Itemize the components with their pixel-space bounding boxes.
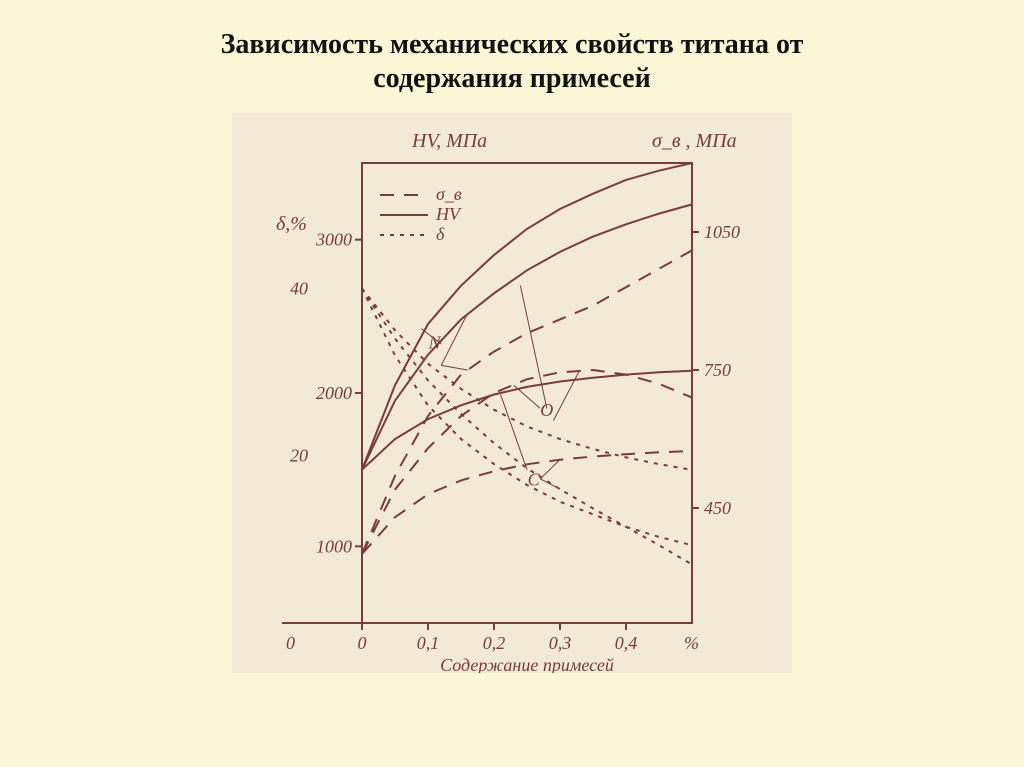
svg-text:0,2: 0,2	[483, 633, 506, 653]
series-sigma_C	[362, 451, 692, 554]
title-line1: Зависимость механических свойств титана …	[221, 29, 804, 60]
svg-text:%: %	[684, 633, 699, 653]
svg-text:σ_в: σ_в	[436, 184, 462, 204]
svg-text:750: 750	[704, 360, 731, 380]
svg-text:δ,%: δ,%	[276, 213, 307, 235]
svg-text:0: 0	[358, 633, 367, 653]
svg-text:0: 0	[286, 633, 295, 653]
series-sigma_N	[362, 251, 692, 555]
series-HV_C	[362, 371, 692, 470]
svg-text:2000: 2000	[316, 383, 352, 403]
svg-text:0,4: 0,4	[615, 633, 638, 653]
series-delta_N	[362, 289, 692, 546]
svg-text:20: 20	[290, 446, 308, 466]
series-sigma_O	[362, 370, 692, 554]
svg-text:Содержание примесей: Содержание примесей	[440, 655, 614, 673]
svg-text:0,1: 0,1	[417, 633, 440, 653]
svg-text:C: C	[528, 470, 541, 490]
title-line2: содержания примесей	[373, 63, 651, 94]
svg-text:1000: 1000	[316, 537, 352, 557]
svg-text:450: 450	[704, 498, 731, 518]
svg-text:40: 40	[290, 279, 308, 299]
svg-text:1050: 1050	[704, 222, 740, 242]
svg-text:δ: δ	[436, 224, 445, 244]
chart-svg: 0 0,1 0,2 0,3 0,4 0% Содержание примесей 1000 20…	[232, 113, 792, 673]
svg-text:HV, МПа: HV, МПа	[411, 130, 487, 152]
chart-panel: 0 0,1 0,2 0,3 0,4 0% Содержание примесей 1000 20…	[232, 113, 792, 673]
svg-text:0,3: 0,3	[549, 633, 572, 653]
page-title: Зависимость механических свойств титана …	[0, 0, 1024, 95]
series-delta_C	[362, 289, 692, 565]
svg-text:O: O	[540, 400, 553, 420]
svg-text:3000: 3000	[315, 230, 352, 250]
svg-text:σ_в , МПа: σ_в , МПа	[652, 130, 737, 152]
svg-text:HV: HV	[435, 204, 462, 224]
